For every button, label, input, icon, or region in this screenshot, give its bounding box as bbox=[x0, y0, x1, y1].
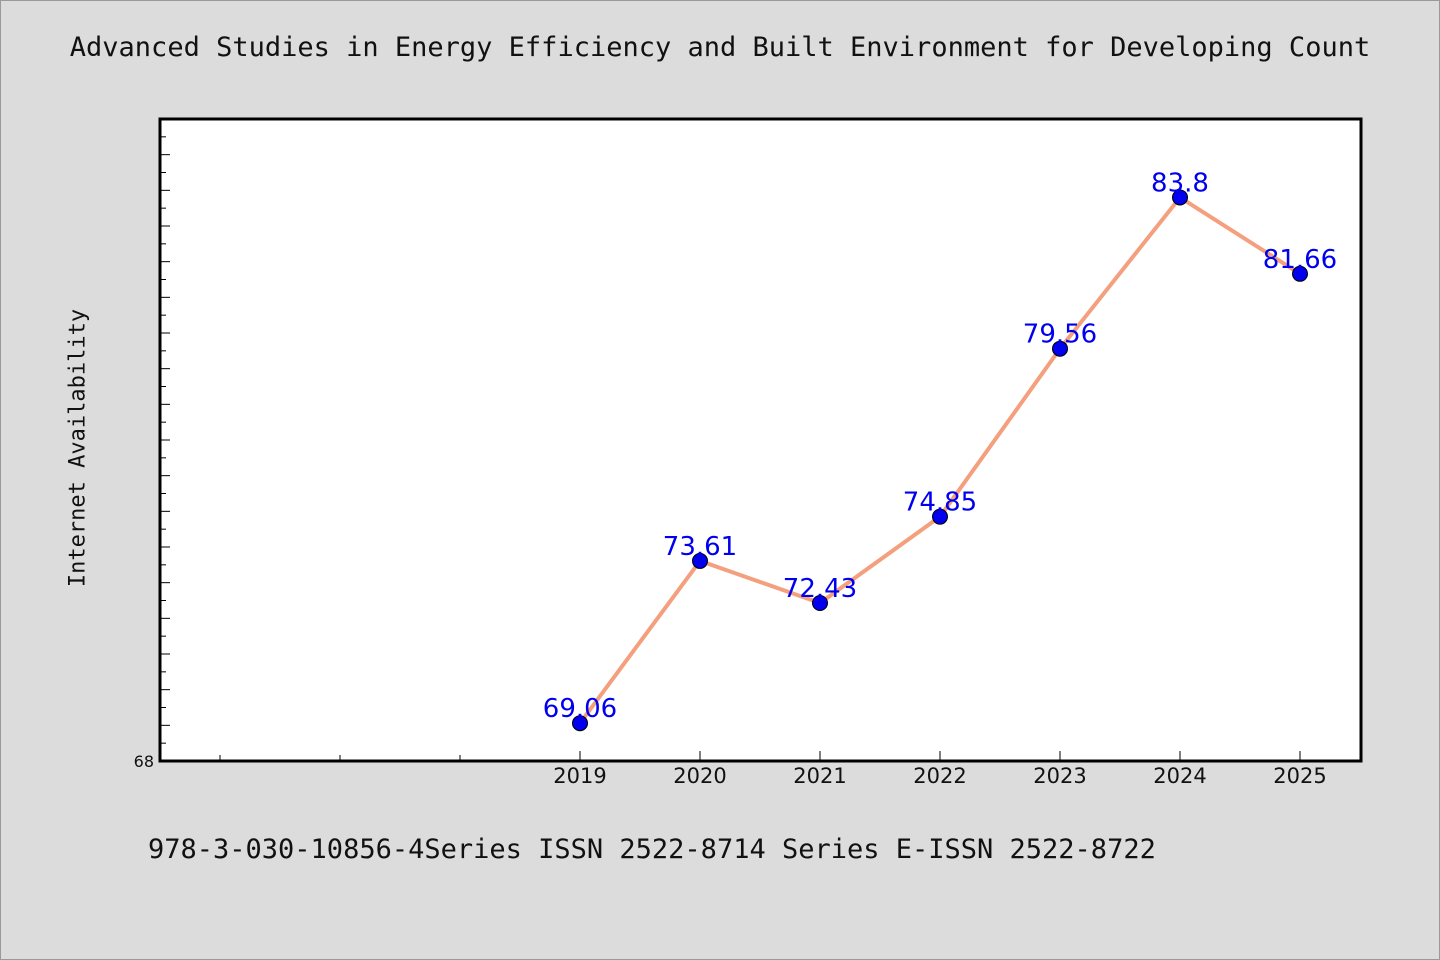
data-label: 73.61 bbox=[663, 532, 737, 562]
data-label: 72.43 bbox=[783, 574, 857, 604]
data-label: 79.56 bbox=[1023, 320, 1097, 350]
data-point bbox=[572, 715, 588, 732]
data-label: 83.8 bbox=[1151, 168, 1209, 198]
data-point bbox=[812, 594, 828, 611]
footer-isbn-text: 978-3-030-10856-4Series ISSN 2522-8714 S… bbox=[148, 834, 1156, 865]
y-axis-ticks: 68 bbox=[134, 136, 170, 771]
x-tick-label: 2019 bbox=[553, 764, 606, 788]
data-point bbox=[1052, 340, 1068, 357]
data-point bbox=[1172, 189, 1188, 206]
x-tick-label: 2023 bbox=[1033, 764, 1086, 788]
x-tick-label: 2025 bbox=[1273, 764, 1326, 788]
x-tick-label: 2024 bbox=[1153, 764, 1206, 788]
data-label: 74.85 bbox=[903, 488, 977, 518]
data-label: 69.06 bbox=[543, 694, 617, 724]
x-tick-label: 2020 bbox=[673, 764, 726, 788]
y-tick-label: 68 bbox=[134, 752, 154, 771]
x-tick-label: 2022 bbox=[913, 764, 966, 788]
data-point bbox=[692, 552, 708, 569]
data-point bbox=[932, 508, 948, 525]
data-point bbox=[1292, 265, 1308, 282]
x-tick-label: 2021 bbox=[793, 764, 846, 788]
data-labels: 69.06 73.61 72.43 74.85 79.56 83.8 81.66 bbox=[543, 168, 1337, 724]
series-group bbox=[572, 189, 1308, 732]
data-label: 81.66 bbox=[1263, 245, 1337, 275]
chart-title: Advanced Studies in Energy Efficiency an… bbox=[69, 32, 1371, 63]
plot-area bbox=[158, 117, 1363, 763]
x-axis-ticks: 2019 2020 2021 2022 2023 2024 2025 bbox=[219, 751, 1327, 788]
